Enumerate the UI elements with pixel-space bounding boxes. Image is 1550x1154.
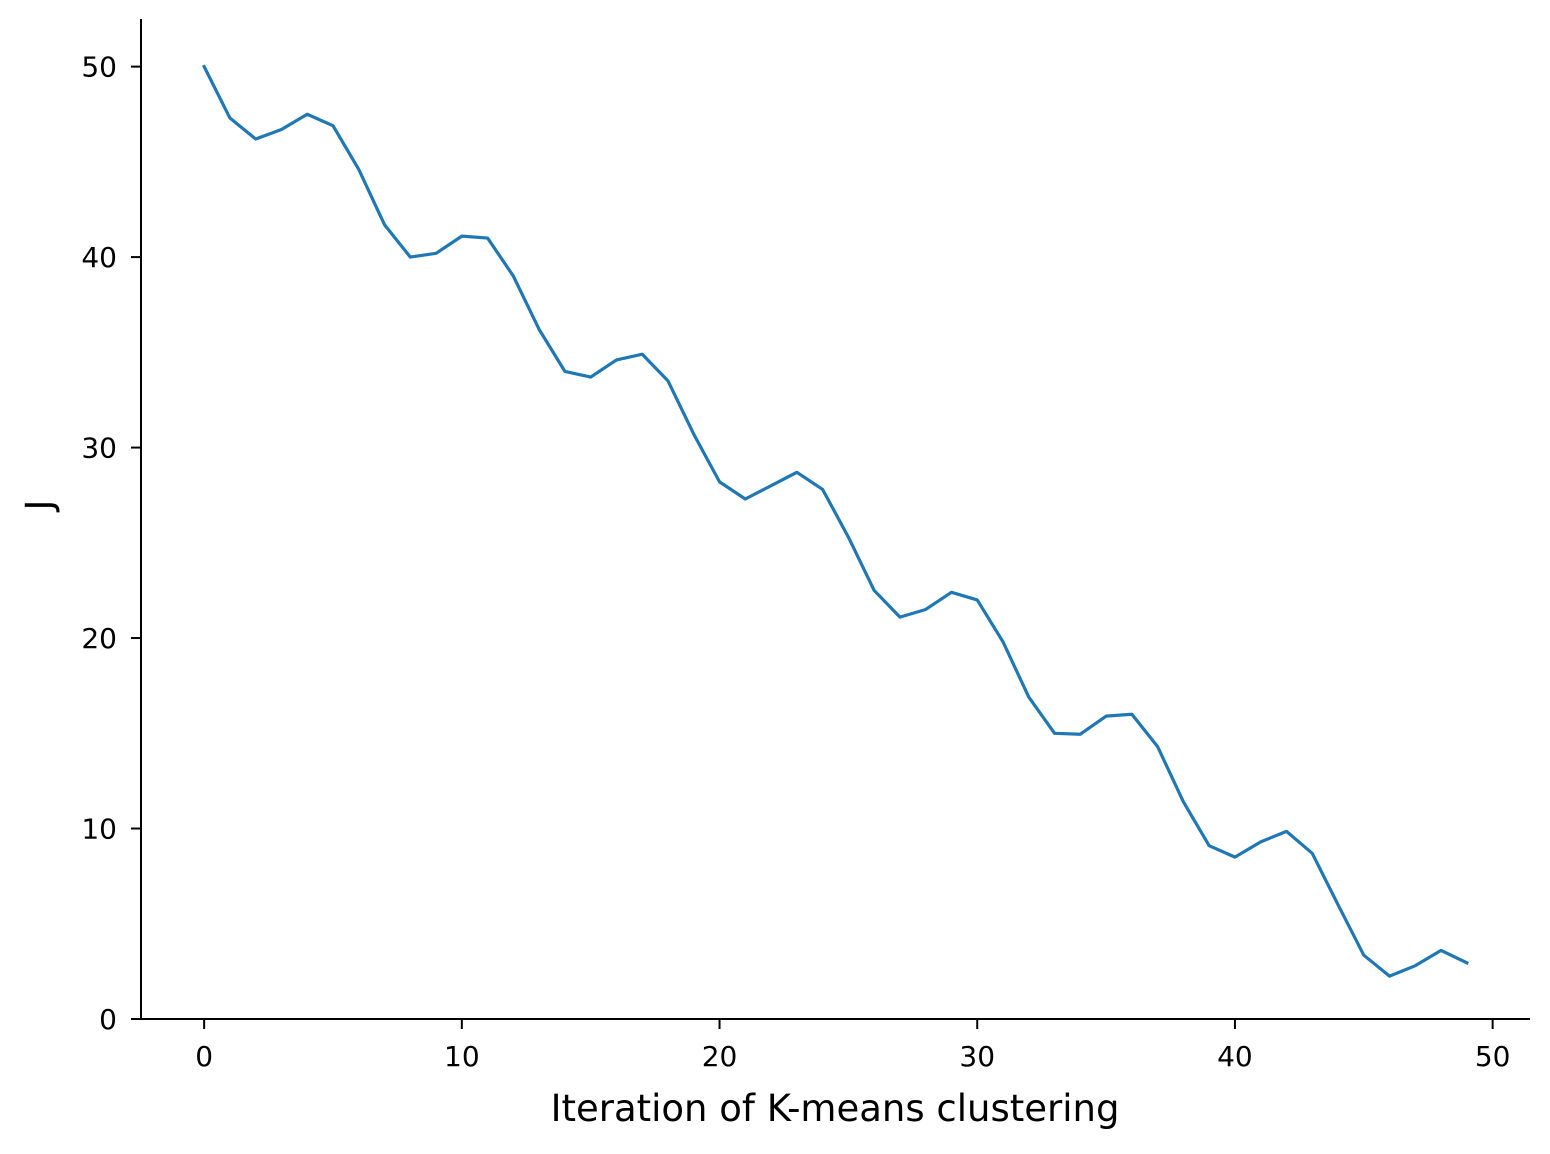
y-tick-label: 40 xyxy=(81,241,117,274)
y-tick-label: 0 xyxy=(99,1003,117,1036)
y-tick-label: 10 xyxy=(81,813,117,846)
y-tick-label: 20 xyxy=(81,622,117,655)
axes-layer xyxy=(140,19,1530,1020)
series-line xyxy=(201,64,1469,978)
y-axis-title: J xyxy=(18,500,61,513)
x-tick-label: 20 xyxy=(702,1040,738,1073)
x-axis-title: Iteration of K-means clustering xyxy=(551,1087,1120,1130)
x-tick-label: 30 xyxy=(959,1040,995,1073)
x-tick-label: 10 xyxy=(444,1040,480,1073)
ticks-layer: 0 10 20 30 40 50 0 10 20 30 40 50 xyxy=(81,51,1510,1073)
series-layer xyxy=(201,64,1469,978)
y-tick-label: 50 xyxy=(81,51,117,84)
y-tick-label: 30 xyxy=(81,432,117,465)
x-tick-label: 50 xyxy=(1475,1040,1511,1073)
x-tick-label: 40 xyxy=(1217,1040,1253,1073)
x-tick-label: 0 xyxy=(195,1040,213,1073)
